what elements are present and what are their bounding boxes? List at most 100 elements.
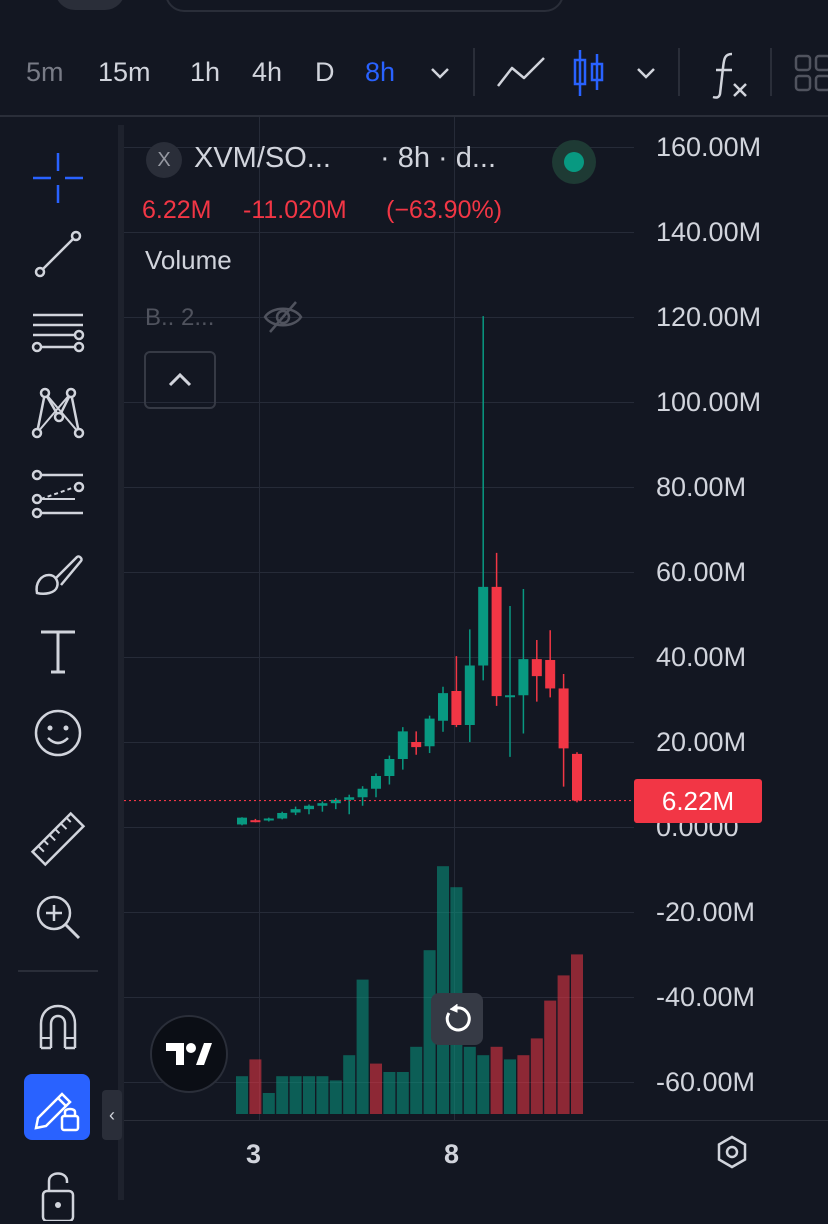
candle-body xyxy=(545,659,556,689)
volume-bar xyxy=(316,1076,329,1114)
time-axis[interactable]: 3 8 xyxy=(124,1120,828,1201)
magnet-icon xyxy=(39,1004,77,1050)
layout-grid-icon[interactable] xyxy=(794,54,828,94)
volume-bar xyxy=(370,1063,382,1114)
volume-bar xyxy=(236,1076,248,1114)
price-axis-label: 100.00M xyxy=(656,387,762,417)
legend-change-percent: (−63.90%) xyxy=(386,196,503,224)
candle-body xyxy=(357,788,368,798)
indicators-fx-icon[interactable] xyxy=(710,50,752,100)
candle-body xyxy=(304,805,314,810)
fib-retracement-tool[interactable] xyxy=(22,300,94,364)
toolbar-divider xyxy=(770,48,772,96)
volume-bar xyxy=(262,1093,275,1114)
chevron-left-icon: ‹ xyxy=(109,1104,115,1125)
volume-bar xyxy=(423,950,436,1114)
line-chart-icon[interactable] xyxy=(494,52,548,94)
volume-indicator-label[interactable]: Volume xyxy=(145,245,232,275)
grid-line xyxy=(124,317,634,318)
toolbar-divider xyxy=(473,48,475,96)
collapse-drawing-toolbar[interactable]: ‹ xyxy=(102,1090,122,1140)
candle-body xyxy=(263,818,274,821)
tradingview-logo[interactable] xyxy=(150,1015,228,1093)
measure-tool[interactable] xyxy=(22,807,94,871)
chevron-down-icon[interactable] xyxy=(428,63,452,83)
emoji-tool[interactable] xyxy=(22,701,94,765)
volume-bar xyxy=(477,1055,490,1114)
zoom-in-icon xyxy=(36,895,81,940)
volume-bar xyxy=(396,1072,409,1114)
chart-pane[interactable] xyxy=(124,117,828,1120)
candle-body xyxy=(424,718,435,747)
trend-line-tool[interactable] xyxy=(22,222,94,286)
brush-tool[interactable] xyxy=(22,542,94,606)
legend-interval: · 8h · d... xyxy=(380,142,497,174)
forecast-tool[interactable] xyxy=(22,462,94,526)
volume-indicator-args: B.. 2... xyxy=(145,304,215,331)
timeframe-15m[interactable]: 15m xyxy=(98,57,151,87)
symbol-search-bar[interactable] xyxy=(165,0,564,12)
back-button[interactable] xyxy=(55,0,125,10)
candle-body xyxy=(250,820,261,823)
timeframe-1h[interactable]: 1h xyxy=(190,57,221,87)
grid-line xyxy=(124,572,634,573)
eye-hidden-icon[interactable] xyxy=(262,298,304,336)
text-icon xyxy=(41,630,75,674)
candle-body xyxy=(330,799,341,804)
volume-bar xyxy=(463,1046,476,1114)
price-axis-label: 60.00M xyxy=(656,557,747,587)
candle-body xyxy=(572,753,582,801)
magnet-tool[interactable] xyxy=(22,995,94,1059)
crosshair-tool[interactable] xyxy=(22,146,94,210)
crosshair-icon xyxy=(33,153,83,203)
top-strip xyxy=(0,0,828,31)
volume-bar xyxy=(410,1046,423,1114)
candlestick-icon[interactable] xyxy=(572,48,606,98)
lock-drawings-button[interactable] xyxy=(24,1074,90,1140)
volume-bar xyxy=(530,1038,543,1114)
candle-body xyxy=(438,693,448,721)
reset-chart-button[interactable] xyxy=(431,993,483,1045)
grid-line xyxy=(124,657,634,658)
grid-line xyxy=(124,487,634,488)
volume-bar xyxy=(343,1055,356,1114)
text-tool[interactable] xyxy=(22,619,94,683)
tools-divider xyxy=(18,970,98,972)
chevron-down-icon[interactable] xyxy=(634,63,658,83)
candlestick-series xyxy=(124,316,634,1114)
timeframe-d[interactable]: D xyxy=(315,57,335,87)
legend-symbol[interactable]: XVM/SO... xyxy=(194,142,331,174)
volume-bar xyxy=(571,954,583,1114)
zoom-tool[interactable] xyxy=(22,885,94,949)
drawing-toolbar xyxy=(0,117,124,1221)
candle-body xyxy=(505,695,515,698)
timeframe-5m[interactable]: 5m xyxy=(26,57,64,87)
candle-body xyxy=(290,809,301,813)
price-axis-label: -20.00M xyxy=(656,897,756,927)
emoji-icon xyxy=(34,709,82,757)
grid-line xyxy=(124,232,634,233)
price-axis-label: 140.00M xyxy=(656,217,762,247)
candle-body xyxy=(371,776,381,789)
legend-close-button[interactable]: X xyxy=(146,142,182,178)
grid-line xyxy=(124,742,634,743)
reset-icon xyxy=(445,1004,471,1032)
grid-line xyxy=(124,997,634,998)
candle-body xyxy=(451,691,462,725)
trend-line-icon xyxy=(34,230,82,278)
volume-bar xyxy=(437,866,449,1114)
unlock-tool[interactable] xyxy=(22,1160,94,1224)
volume-bar xyxy=(356,979,369,1114)
pattern-tool[interactable] xyxy=(22,380,94,444)
candle-body xyxy=(518,659,529,696)
market-status-indicator[interactable] xyxy=(552,140,596,184)
legend-change: -11.020M xyxy=(243,196,347,224)
candle-body xyxy=(478,586,489,666)
timeframe-4h[interactable]: 4h xyxy=(252,57,283,87)
time-axis-label: 8 xyxy=(444,1139,460,1169)
collapse-legend-button[interactable] xyxy=(144,351,216,409)
chart-toolbar: 5m 15m 1h 4h D 8h xyxy=(0,30,828,117)
settings-icon[interactable] xyxy=(715,1135,749,1169)
chevron-up-icon xyxy=(168,372,192,387)
timeframe-8h[interactable]: 8h xyxy=(365,57,396,87)
